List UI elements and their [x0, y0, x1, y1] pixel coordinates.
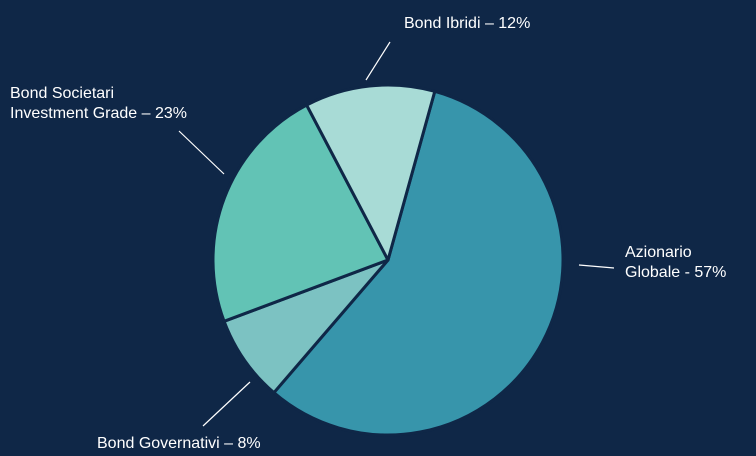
leader-line-bond-governativi	[202, 381, 251, 427]
pie-slice-azionario-globale	[272, 89, 565, 437]
slice-label-azionario-globale-line-1: Azionario	[625, 244, 692, 261]
slice-label-bond-societari-line-2: Investment Grade – 23%	[10, 105, 187, 122]
slice-label-bond-ibridi: Bond Ibridi – 12%	[404, 14, 530, 34]
slice-label-bond-societari: Bond Societari Investment Grade – 23%	[10, 84, 187, 124]
pie-slice-bond-ibridi	[305, 83, 437, 262]
leader-line-bond-ibridi	[365, 41, 391, 81]
slice-label-bond-ibridi-line-1: Bond Ibridi – 12%	[404, 15, 531, 32]
slice-label-bond-societari-line-1: Bond Societari	[10, 85, 115, 102]
leader-line-azionario-globale	[578, 264, 615, 269]
slice-label-azionario-globale-line-2: Globale - 57%	[625, 264, 727, 281]
slice-label-azionario-globale: Azionario Globale - 57%	[625, 243, 726, 283]
pie-slice-bond-societari-investment-grade	[211, 103, 390, 323]
slice-label-bond-governativi-line-1: Bond Governativi – 8%	[97, 435, 261, 452]
leader-line-bond-societari	[178, 130, 225, 175]
slice-label-bond-governativi: Bond Governativi – 8%	[97, 434, 261, 454]
